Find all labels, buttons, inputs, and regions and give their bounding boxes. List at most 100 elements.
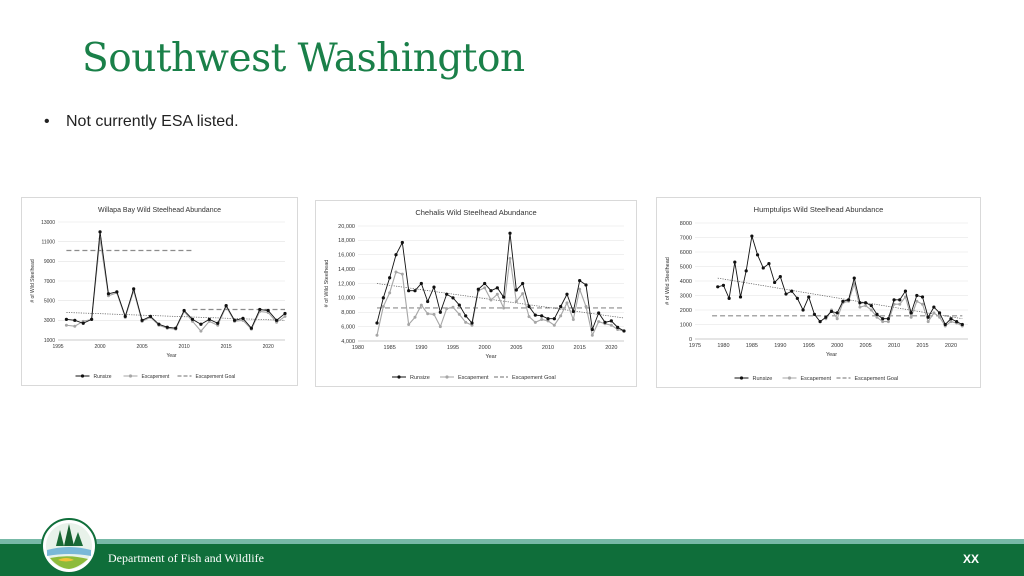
y-tick-label: 1000: [44, 338, 55, 344]
chart-title: Humptulips Wild Steelhead Abundance: [754, 205, 884, 214]
escapement-point: [413, 315, 417, 319]
runsize-point: [812, 312, 817, 316]
runsize-point: [495, 286, 499, 290]
runsize-point: [470, 321, 474, 325]
y-tick-label: 16,000: [338, 253, 355, 259]
y-tick-label: 5000: [44, 298, 55, 304]
runsize-point: [829, 309, 834, 314]
runsize-point: [892, 298, 896, 302]
runsize-point: [578, 279, 582, 283]
runsize-point: [898, 298, 902, 302]
chart-chehalis: Chehalis Wild Steelhead Abundance 4,000 6,…: [315, 200, 637, 387]
x-axis-label: Year: [485, 354, 496, 360]
x-tick-label: 2000: [831, 343, 843, 349]
x-tick-label: 2005: [510, 345, 522, 351]
x-tick-label: 2015: [916, 343, 928, 349]
x-tick-label: 1980: [352, 345, 364, 351]
escapement-point: [552, 323, 556, 327]
runsize-point: [841, 299, 845, 303]
escapement-point: [864, 304, 868, 308]
y-tick-label: 6,000: [341, 324, 355, 330]
runsize-point: [603, 320, 607, 324]
legend-escapement-label: Escapement: [458, 375, 489, 381]
y-tick-label: 3000: [680, 293, 692, 299]
runsize-point: [90, 317, 94, 321]
runsize-point: [207, 317, 211, 321]
escapement-point: [858, 305, 862, 309]
runsize-point: [937, 311, 942, 315]
runsize-point: [489, 289, 493, 293]
escapement-point: [199, 329, 203, 333]
escapement-point: [921, 302, 924, 306]
runsize-point: [199, 322, 203, 326]
escapement-point: [559, 314, 563, 318]
y-tick-label: 12,000: [338, 281, 355, 287]
x-tick-label: 1995: [803, 343, 815, 349]
y-tick-label: 2000: [680, 308, 692, 314]
y-tick-label: 0: [689, 337, 692, 343]
runsize-point: [790, 289, 794, 293]
runsize-point: [818, 320, 822, 324]
escapement-point: [578, 287, 582, 291]
runsize-point: [590, 327, 594, 332]
runsize-point: [232, 318, 237, 322]
runsize-point: [721, 283, 726, 287]
page-number: XX: [962, 552, 979, 566]
runsize-point: [438, 310, 442, 314]
runsize-point: [132, 287, 136, 291]
x-tick-label: 2010: [888, 343, 900, 349]
y-tick-label: 7000: [680, 235, 692, 241]
runsize-point: [157, 322, 161, 326]
runsize-point: [858, 301, 862, 305]
runsize-point: [407, 289, 411, 293]
escapement-point: [869, 308, 873, 312]
escapement-point: [949, 320, 953, 324]
runsize-point: [546, 317, 550, 321]
runsize-point: [609, 319, 613, 323]
runsize-point: [565, 292, 569, 296]
x-tick-label: 2000: [479, 345, 491, 351]
runsize-point: [451, 296, 455, 300]
chart-willapa: Willapa Bay Wild Steelhead Abundance 1000…: [21, 197, 298, 386]
y-tick-label: 4,000: [341, 339, 355, 345]
runsize-point: [174, 326, 178, 330]
runsize-point: [716, 285, 720, 289]
escapement-point: [584, 305, 588, 308]
runsize-point: [73, 318, 77, 322]
runsize-point: [464, 314, 468, 318]
escapement-point: [886, 320, 890, 324]
runsize-point: [795, 296, 799, 300]
runsize-point: [886, 317, 890, 321]
y-tick-label: 3000: [44, 318, 55, 324]
runsize-point: [381, 296, 385, 300]
runsize-point: [784, 292, 788, 296]
runsize-point: [508, 231, 512, 235]
escapement-series-line: [376, 258, 625, 337]
legend-runsize-label: Runsize: [94, 374, 112, 380]
escapement-point: [489, 298, 493, 302]
x-tick-label: 2020: [263, 344, 274, 350]
escapement-point: [432, 312, 436, 316]
x-tick-label: 1995: [447, 345, 459, 351]
runsize-point: [915, 293, 919, 298]
runsize-point: [960, 322, 964, 327]
runsize-point: [527, 304, 531, 309]
x-tick-label: 2015: [221, 344, 232, 350]
escapement-point: [419, 303, 423, 307]
y-tick-label: 11000: [41, 239, 55, 245]
runsize-point: [483, 281, 487, 286]
legend-runsize-marker: [739, 376, 744, 380]
runsize-point: [932, 305, 936, 309]
y-tick-label: 1000: [680, 322, 692, 328]
runsize-point: [622, 329, 626, 333]
y-axis-label: # of Wild Steelhead: [324, 260, 330, 308]
runsize-point: [571, 309, 575, 314]
runsize-point: [584, 283, 588, 287]
x-tick-label: 1990: [415, 345, 427, 351]
escapement-point: [533, 320, 537, 324]
runsize-point: [432, 285, 436, 289]
x-tick-label: 2010: [542, 345, 554, 351]
runsize-point: [846, 298, 851, 302]
runsize-point: [400, 240, 404, 245]
chart-humptulips: Humptulips Wild Steelhead Abundance 0 1000…: [656, 197, 981, 388]
